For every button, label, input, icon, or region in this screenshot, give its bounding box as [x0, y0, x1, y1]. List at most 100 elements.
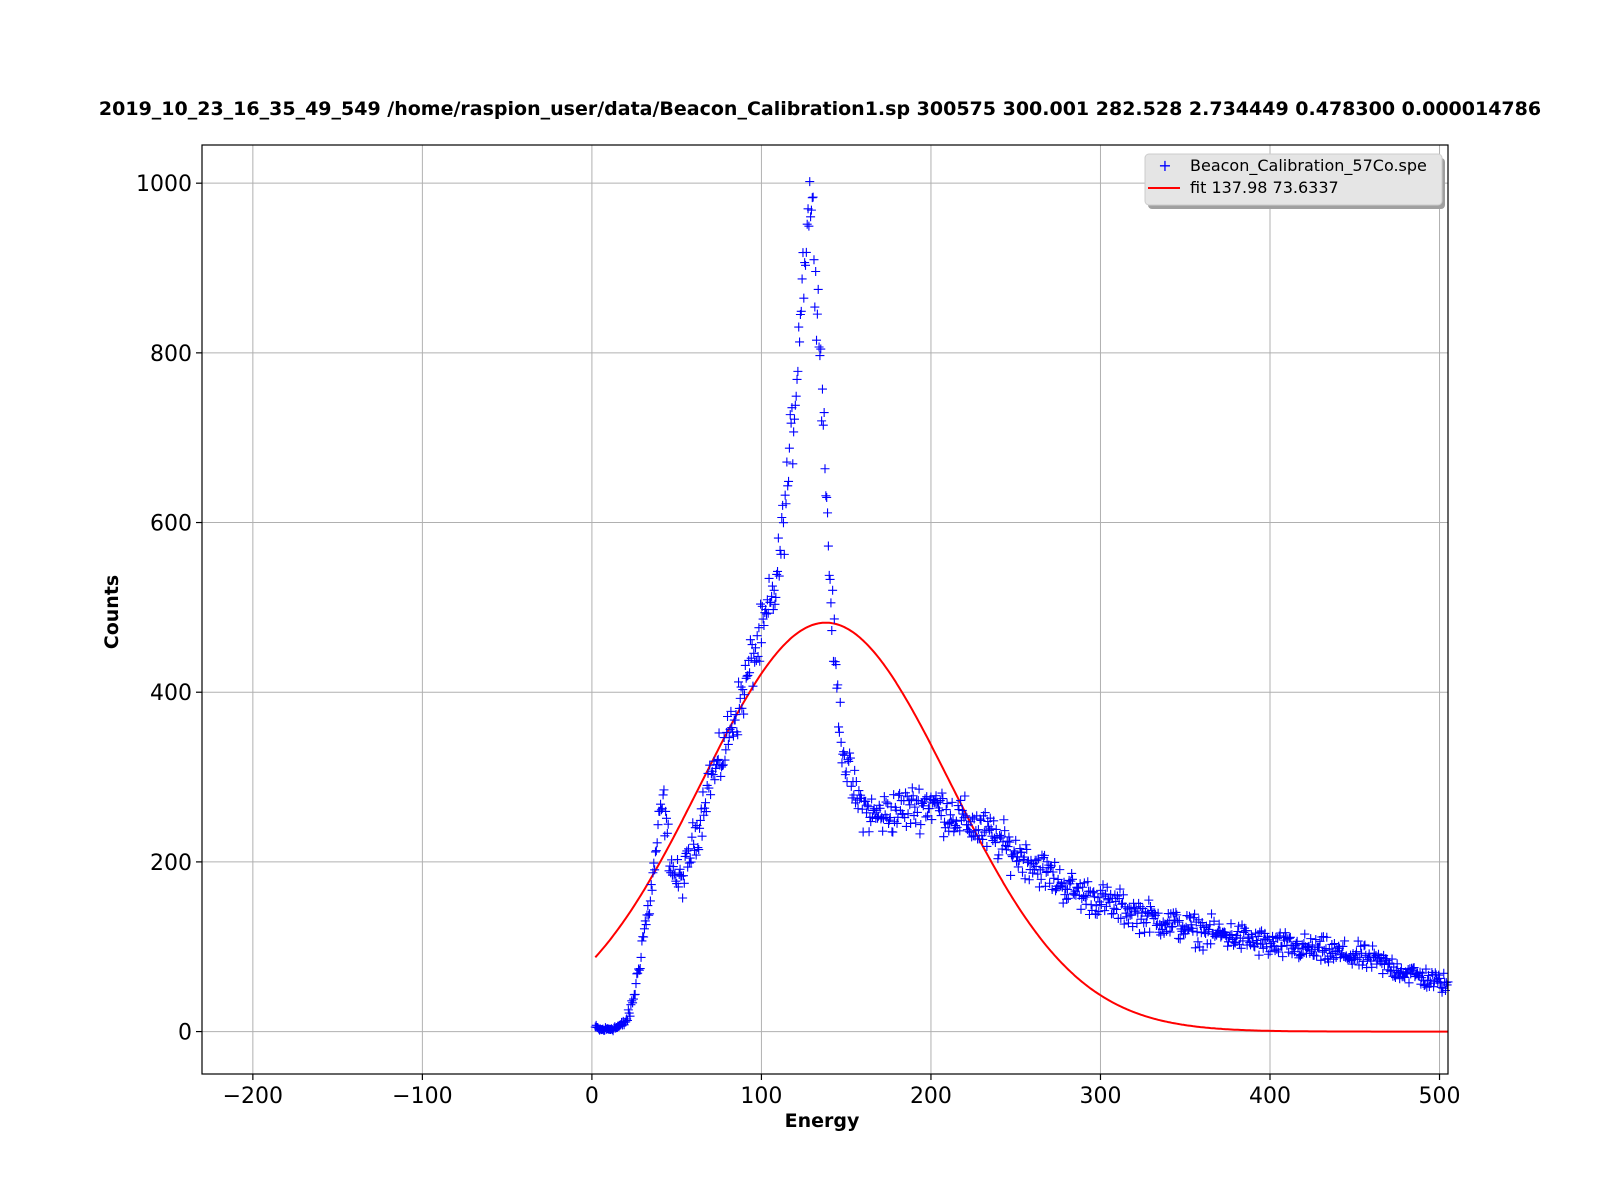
- data-point: [770, 599, 780, 609]
- data-point: [708, 770, 718, 780]
- data-point: [831, 660, 841, 670]
- data-point: [805, 177, 815, 187]
- data-point: [767, 591, 777, 601]
- data-point: [1219, 927, 1229, 937]
- legend: + Beacon_Calibration_57Co.spe fit 137.98…: [1144, 153, 1445, 209]
- data-point: [989, 816, 999, 826]
- data-point: [636, 952, 646, 962]
- data-point: [671, 876, 681, 886]
- data-point: [947, 797, 957, 807]
- data-point: [806, 205, 816, 215]
- y-tick-label: 400: [150, 681, 192, 706]
- data-point: [937, 788, 947, 798]
- data-point: [854, 786, 864, 796]
- data-point: [645, 896, 655, 906]
- data-point: [1338, 941, 1348, 951]
- data-point: [782, 457, 792, 467]
- data-point: [1063, 893, 1073, 903]
- data-point: [934, 806, 944, 816]
- data-point: [796, 306, 806, 316]
- data-point: [814, 342, 824, 352]
- data-point: [1340, 936, 1350, 946]
- data-point: [723, 711, 733, 721]
- data-point: [775, 545, 785, 555]
- data-point: [734, 677, 744, 687]
- data-point: [1241, 926, 1251, 936]
- data-point: [867, 794, 877, 804]
- data-point: [1144, 895, 1154, 905]
- data-point: [627, 996, 637, 1006]
- data-point: [683, 862, 693, 872]
- data-point: [691, 850, 701, 860]
- data-point: [1004, 832, 1014, 842]
- data-point: [861, 796, 871, 806]
- data-point: [1347, 959, 1357, 969]
- data-point: [889, 790, 899, 800]
- data-point: [784, 443, 794, 453]
- data-point: [823, 508, 833, 518]
- data-point: [710, 775, 720, 785]
- data-point: [811, 267, 821, 277]
- data-point: [986, 824, 996, 834]
- data-point: [1312, 951, 1322, 961]
- data-point: [1172, 910, 1182, 920]
- data-point: [802, 219, 812, 229]
- x-tick-label: 400: [1249, 1084, 1291, 1109]
- data-point: [1207, 909, 1217, 919]
- data-point: [1285, 933, 1294, 943]
- data-point: [1062, 894, 1072, 904]
- data-point: [797, 274, 807, 284]
- data-point: [651, 846, 661, 856]
- data-point: [1050, 857, 1060, 867]
- data-point: [839, 747, 849, 757]
- data-point: [921, 812, 931, 822]
- data-point: [1048, 867, 1058, 877]
- data-point: [1358, 956, 1368, 966]
- data-point: [915, 829, 925, 839]
- data-point: [718, 760, 728, 770]
- data-point: [790, 400, 800, 410]
- data-point: [678, 871, 688, 881]
- data-point: [1306, 934, 1316, 944]
- data-point: [1034, 882, 1044, 892]
- data-point: [695, 815, 705, 825]
- data-point: [673, 882, 683, 892]
- data-point: [1145, 902, 1155, 912]
- data-point: [1051, 886, 1061, 896]
- data-point: [994, 850, 1004, 860]
- data-point: [766, 597, 776, 607]
- data-point: [1368, 941, 1378, 951]
- data-point: [1153, 908, 1163, 918]
- data-point: [1296, 950, 1306, 960]
- data-point: [1162, 918, 1172, 928]
- data-point: [1441, 978, 1451, 988]
- data-point: [1273, 947, 1283, 957]
- data-point: [908, 791, 918, 801]
- x-tick-label: 0: [585, 1084, 599, 1109]
- data-point: [1145, 927, 1155, 937]
- data-point: [946, 817, 956, 827]
- data-point: [1019, 852, 1029, 862]
- data-point: [714, 728, 724, 738]
- data-point: [738, 685, 748, 695]
- data-point: [704, 783, 714, 793]
- data-point: [773, 566, 783, 576]
- data-point: [1357, 948, 1367, 958]
- data-point: [626, 1000, 636, 1010]
- data-point: [763, 608, 773, 618]
- data-point: [1094, 907, 1104, 917]
- data-point: [735, 693, 745, 703]
- data-point: [752, 631, 762, 641]
- data-point: [1392, 959, 1402, 969]
- data-point: [1209, 916, 1219, 926]
- data-point: [628, 998, 638, 1008]
- data-point: [1008, 850, 1018, 860]
- data-point: [720, 755, 730, 765]
- data-point: [1045, 878, 1055, 888]
- data-point: [956, 795, 966, 805]
- data-point: [984, 825, 994, 835]
- data-point: [1141, 918, 1151, 928]
- data-point: [1040, 850, 1050, 860]
- data-point: [779, 549, 789, 559]
